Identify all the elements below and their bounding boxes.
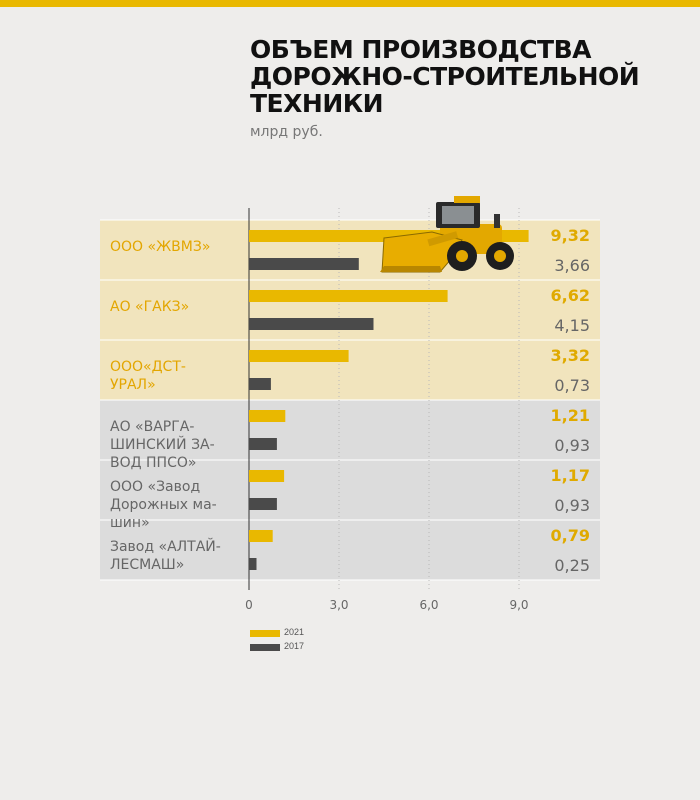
bar-2017 <box>249 558 257 570</box>
category-label: АО «ВАРГА- ШИНСКИЙ ЗА- ВОД ППСО» <box>110 418 245 472</box>
category-label-line: ШИНСКИЙ ЗА- <box>110 437 215 453</box>
top-accent-bar <box>0 0 700 7</box>
chart-title: ОБЪЕМ ПРОИЗВОДСТВА ДОРОЖНО-СТРОИТЕЛЬНОЙ … <box>250 35 640 118</box>
category-label: ООО «Завод Дорожных ма-шин» <box>110 478 245 532</box>
value-label-2021: 1,21 <box>551 406 590 425</box>
value-label-2017: 3,66 <box>554 256 590 275</box>
category-label-line: АО «ВАРГА- <box>110 419 195 435</box>
value-label-2017: 0,93 <box>554 496 590 515</box>
value-label-2017: 0,73 <box>554 376 590 395</box>
legend-label: 2021 <box>284 627 305 637</box>
category-label-line: ЛЕСМАШ» <box>110 557 185 573</box>
category-band <box>100 460 600 520</box>
category-label-line: шин» <box>110 515 150 531</box>
category-band <box>100 520 600 580</box>
value-label-2017: 0,93 <box>554 436 590 455</box>
category-band <box>100 400 600 460</box>
bar-2021 <box>249 290 448 302</box>
value-label-2021: 3,32 <box>551 346 590 365</box>
chart-subtitle: млрд руб. <box>250 124 323 140</box>
x-tick-label: 6,0 <box>419 598 438 612</box>
x-tick-label: 0 <box>245 598 253 612</box>
value-label-2021: 0,79 <box>551 526 590 545</box>
value-label-2017: 0,25 <box>554 556 590 575</box>
x-tick-label: 9,0 <box>509 598 528 612</box>
bar-2017 <box>249 258 359 270</box>
bar-2017 <box>249 438 277 450</box>
category-label-line: Завод «АЛТАЙ- <box>110 539 221 555</box>
category-band <box>100 340 600 400</box>
category-label-line: УРАЛ» <box>110 377 156 393</box>
value-label-2021: 9,32 <box>551 226 590 245</box>
value-label-2021: 1,17 <box>551 466 590 485</box>
value-label-2021: 6,62 <box>551 286 590 305</box>
legend-label: 2017 <box>284 641 305 651</box>
legend-swatch <box>250 644 280 651</box>
bar-2017 <box>249 378 271 390</box>
wheel-loader-icon <box>380 196 514 273</box>
bar-2017 <box>249 318 374 330</box>
category-label: ООО «ЖВМЗ» <box>110 238 245 256</box>
category-label-line: ВОД ППСО» <box>110 455 197 471</box>
bar-2021 <box>249 410 286 422</box>
bar-2021 <box>249 530 273 542</box>
category-label-line: АО «ГАКЗ» <box>110 299 190 315</box>
category-label-line: ООО «ЖВМЗ» <box>110 239 211 255</box>
bar-2017 <box>249 498 277 510</box>
legend-swatch <box>250 630 280 637</box>
category-label-line: Дорожных ма- <box>110 497 217 513</box>
x-tick-label: 3,0 <box>329 598 348 612</box>
value-label-2017: 4,15 <box>554 316 590 335</box>
category-label: АО «ГАКЗ» <box>110 298 245 316</box>
category-label: Завод «АЛТАЙ- ЛЕСМАШ» <box>110 538 245 574</box>
bar-2021 <box>249 470 285 482</box>
category-label-line: ООО «Завод <box>110 479 201 495</box>
category-label: ООО«ДСТ- УРАЛ» <box>110 358 245 394</box>
bar-2021 <box>249 350 349 362</box>
category-label-line: ООО«ДСТ- <box>110 359 186 375</box>
